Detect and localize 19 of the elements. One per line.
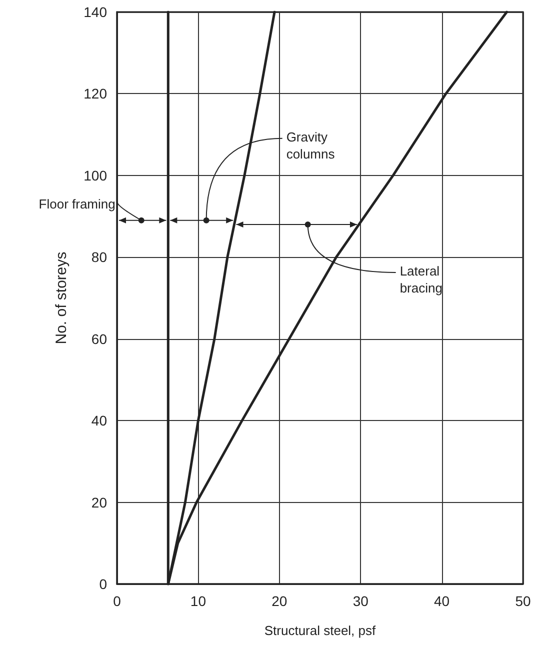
y-tick-label: 20: [91, 494, 108, 510]
x-tick-label: 50: [515, 593, 531, 609]
y-tick-label: 140: [84, 4, 108, 20]
y-tick-label: 100: [84, 167, 108, 184]
y-axis-title: No. of storeys: [53, 252, 70, 344]
x-tick-label: 10: [190, 593, 206, 609]
annotation: Gravity columns: [286, 129, 336, 162]
x-tick-label: 40: [434, 593, 450, 609]
x-axis-title: Structural steel, psf: [264, 623, 376, 638]
x-tick-label: 20: [272, 593, 288, 609]
y-tick-label: 120: [84, 86, 108, 102]
y-tick-label: 0: [99, 576, 108, 592]
annotation: Lateral bracing: [400, 263, 442, 296]
x-tick-label: 30: [352, 593, 369, 609]
y-tick-label: 60: [91, 330, 108, 347]
y-tick-label: 40: [91, 412, 108, 429]
annotation: Floor framing: [38, 196, 116, 212]
y-tick-label: 80: [91, 249, 108, 266]
x-tick-label: 0: [113, 593, 122, 609]
